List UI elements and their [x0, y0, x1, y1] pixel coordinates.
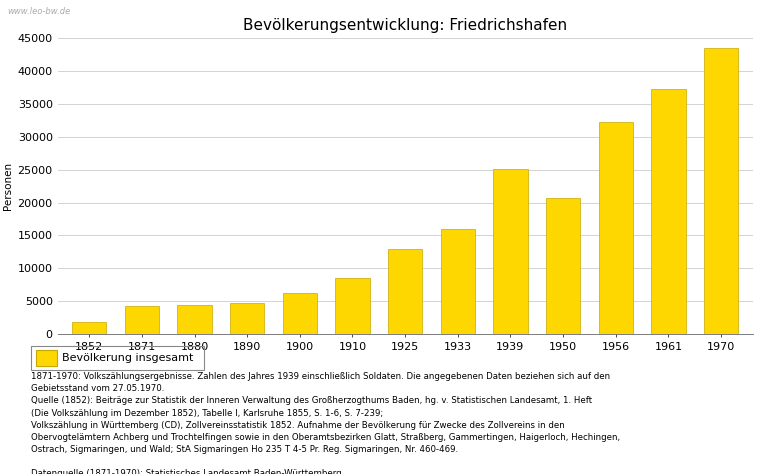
- Bar: [336, 278, 369, 334]
- Bar: [493, 169, 528, 334]
- Bar: [124, 306, 159, 334]
- Title: Bevölkerungsentwicklung: Friedrichshafen: Bevölkerungsentwicklung: Friedrichshafen: [243, 18, 568, 33]
- Bar: [177, 305, 212, 334]
- Text: Bevölkerung insgesamt: Bevölkerung insgesamt: [61, 353, 194, 363]
- Bar: [36, 350, 57, 366]
- Bar: [72, 322, 106, 334]
- Bar: [651, 89, 686, 334]
- Bar: [546, 198, 580, 334]
- Text: www.leo-bw.de: www.leo-bw.de: [8, 7, 71, 16]
- Text: 1871-1970: Volkszählungsergebnisse. Zahlen des Jahres 1939 einschließlich Soldat: 1871-1970: Volkszählungsergebnisse. Zahl…: [31, 372, 620, 474]
- Bar: [230, 303, 264, 334]
- Bar: [704, 48, 738, 334]
- Bar: [388, 248, 422, 334]
- Bar: [598, 121, 633, 334]
- Y-axis label: Personen: Personen: [3, 162, 14, 210]
- Bar: [283, 293, 317, 334]
- Bar: [441, 229, 475, 334]
